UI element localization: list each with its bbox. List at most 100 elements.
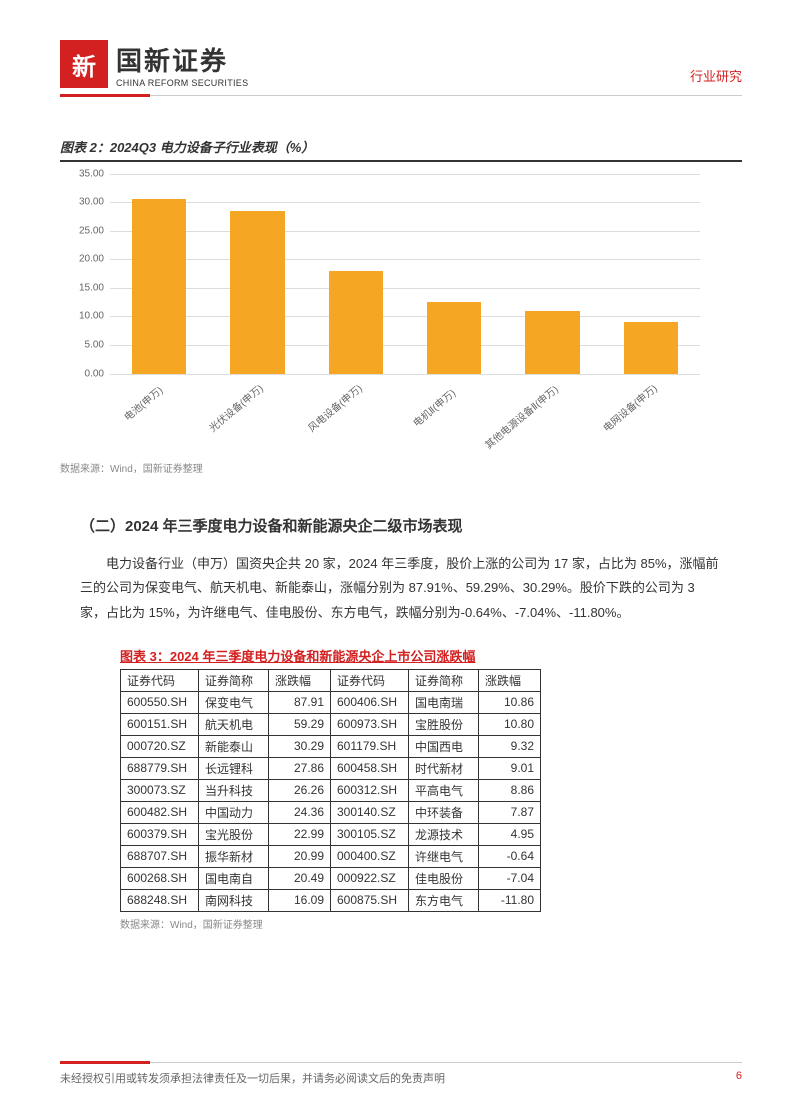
table3-cell: 600482.SH — [121, 801, 199, 823]
table3-column-header: 涨跌幅 — [269, 669, 331, 691]
chart2-y-tick-label: 15.00 — [79, 282, 110, 293]
section2-paragraph: 电力设备行业（申万）国资央企共 20 家，2024 年三季度，股价上涨的公司为 … — [80, 552, 722, 626]
table3-cell: 600550.SH — [121, 691, 199, 713]
table3-cell: 10.80 — [479, 713, 541, 735]
table3-cell: 时代新材 — [409, 757, 479, 779]
table3-cell: 4.95 — [479, 823, 541, 845]
table3-cell: 600973.SH — [331, 713, 409, 735]
table3-cell: 30.29 — [269, 735, 331, 757]
table3-cell: 9.32 — [479, 735, 541, 757]
brand-name-en: CHINA REFORM SECURITIES — [116, 78, 248, 88]
table3-cell: 长远锂科 — [199, 757, 269, 779]
table3-cell: 22.99 — [269, 823, 331, 845]
page-header: 新 国新证券 CHINA REFORM SECURITIES 行业研究 — [60, 40, 742, 88]
table3-cell: 300105.SZ — [331, 823, 409, 845]
chart2-y-tick-label: 10.00 — [79, 311, 110, 322]
chart2-x-tick-label: 其他电源设备Ⅱ(申万) — [481, 381, 561, 451]
page-number: 6 — [736, 1070, 742, 1086]
footer-disclaimer: 未经授权引用或转发须承担法律责任及一切后果，并请务必阅读文后的免责声明 — [60, 1070, 445, 1086]
table3-cell: 9.01 — [479, 757, 541, 779]
table-row: 688248.SH南网科技16.09600875.SH东方电气-11.80 — [121, 889, 541, 911]
table3-cell: 600312.SH — [331, 779, 409, 801]
table-row: 600482.SH中国动力24.36300140.SZ中环装备7.87 — [121, 801, 541, 823]
table3-cell: 保变电气 — [199, 691, 269, 713]
table3-cell: 航天机电 — [199, 713, 269, 735]
chart2-title: 图表 2：2024Q3 电力设备子行业表现（%） — [60, 137, 742, 156]
chart2-x-tick-label: 光伏设备(申万) — [205, 380, 266, 434]
table3-cell: 300073.SZ — [121, 779, 199, 801]
table-row: 688779.SH长远锂科27.86600458.SH时代新材9.01 — [121, 757, 541, 779]
table3-cell: 许继电气 — [409, 845, 479, 867]
table3-cell: 688707.SH — [121, 845, 199, 867]
table3-source: 数据来源：Wind，国新证券整理 — [120, 916, 742, 931]
chart2-bar — [329, 271, 383, 374]
chart2-gridline — [110, 345, 700, 346]
table3-cell: 振华新材 — [199, 845, 269, 867]
chart2-gridline — [110, 231, 700, 232]
table3-cell: 600379.SH — [121, 823, 199, 845]
table3-cell: 000922.SZ — [331, 867, 409, 889]
table3-cell: 688248.SH — [121, 889, 199, 911]
chart2-bar — [624, 322, 678, 373]
chart2-y-tick-label: 35.00 — [79, 168, 110, 179]
table3-cell: 宝胜股份 — [409, 713, 479, 735]
chart2-gridline — [110, 259, 700, 260]
table3-cell: 600151.SH — [121, 713, 199, 735]
chart2-x-tick-label: 电网设备(申万) — [599, 380, 660, 434]
page-footer: 未经授权引用或转发须承担法律责任及一切后果，并请务必阅读文后的免责声明 6 — [60, 1061, 742, 1086]
table3-cell: 688779.SH — [121, 757, 199, 779]
table-row: 600379.SH宝光股份22.99300105.SZ龙源技术4.95 — [121, 823, 541, 845]
table-row: 000720.SZ新能泰山30.29601179.SH中国西电9.32 — [121, 735, 541, 757]
table-row: 600268.SH国电南自20.49000922.SZ佳电股份-7.04 — [121, 867, 541, 889]
chart2-gridline — [110, 174, 700, 175]
table3-cell: 龙源技术 — [409, 823, 479, 845]
chart2-y-tick-label: 0.00 — [85, 368, 110, 379]
table3-cell: 16.09 — [269, 889, 331, 911]
table-row: 300073.SZ当升科技26.26600312.SH平高电气8.86 — [121, 779, 541, 801]
table3-cell: 东方电气 — [409, 889, 479, 911]
chart2-bar-chart: 0.005.0010.0015.0020.0025.0030.0035.00电池… — [60, 174, 710, 454]
chart2-y-tick-label: 20.00 — [79, 254, 110, 265]
table3-cell: 000400.SZ — [331, 845, 409, 867]
table3-cell: 601179.SH — [331, 735, 409, 757]
table3-cell: 南网科技 — [199, 889, 269, 911]
table3-cell: 国电南瑞 — [409, 691, 479, 713]
table3-cell: 中国西电 — [409, 735, 479, 757]
table3-header-row: 证券代码证券简称涨跌幅证券代码证券简称涨跌幅 — [121, 669, 541, 691]
chart2-title-underline — [60, 160, 742, 162]
chart2-gridline — [110, 316, 700, 317]
table-row: 600550.SH保变电气87.91600406.SH国电南瑞10.86 — [121, 691, 541, 713]
table3-cell: 宝光股份 — [199, 823, 269, 845]
chart2-x-tick-label: 风电设备(申万) — [304, 380, 365, 434]
chart2-bar — [427, 302, 481, 373]
table3-cell: 中国动力 — [199, 801, 269, 823]
table3-cell: 国电南自 — [199, 867, 269, 889]
section2-heading: （二）2024 年三季度电力设备和新能源央企二级市场表现 — [80, 515, 742, 536]
table3-cell: 7.87 — [479, 801, 541, 823]
table3-column-header: 涨跌幅 — [479, 669, 541, 691]
table3-title: 图表 3：2024 年三季度电力设备和新能源央企上市公司涨跌幅 — [120, 646, 742, 665]
table3-cell: 20.99 — [269, 845, 331, 867]
chart2-y-tick-label: 5.00 — [85, 339, 110, 350]
table3-cell: 600406.SH — [331, 691, 409, 713]
chart2-bar — [525, 311, 579, 374]
table3-cell: 8.86 — [479, 779, 541, 801]
table-row: 600151.SH航天机电59.29600973.SH宝胜股份10.80 — [121, 713, 541, 735]
table3-cell: -11.80 — [479, 889, 541, 911]
table3-cell: 300140.SZ — [331, 801, 409, 823]
table3-column-header: 证券代码 — [121, 669, 199, 691]
table3-cell: -7.04 — [479, 867, 541, 889]
table3-cell: 600458.SH — [331, 757, 409, 779]
brand-logo: 新 国新证券 CHINA REFORM SECURITIES — [60, 40, 248, 88]
chart2-x-tick-label: 电池(申万) — [120, 382, 165, 423]
table3-cell: 佳电股份 — [409, 867, 479, 889]
table3-cell: 600268.SH — [121, 867, 199, 889]
table3: 证券代码证券简称涨跌幅证券代码证券简称涨跌幅 600550.SH保变电气87.9… — [120, 669, 541, 912]
logo-mark-icon: 新 — [60, 40, 108, 88]
chart2-gridline — [110, 374, 700, 375]
table-row: 688707.SH振华新材20.99000400.SZ许继电气-0.64 — [121, 845, 541, 867]
table3-cell: 27.86 — [269, 757, 331, 779]
table3-cell: 600875.SH — [331, 889, 409, 911]
header-divider — [60, 94, 742, 97]
table3-column-header: 证券简称 — [409, 669, 479, 691]
